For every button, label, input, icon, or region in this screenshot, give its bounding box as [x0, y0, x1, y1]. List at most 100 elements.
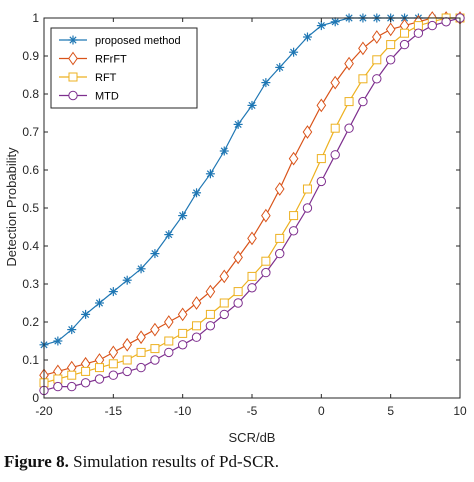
x-tick-label: 5	[387, 404, 394, 418]
x-tick-label: -20	[35, 404, 53, 418]
data-point	[233, 287, 243, 297]
legend-label: MTD	[95, 91, 119, 103]
data-point	[330, 150, 340, 160]
y-tick-label: 0.8	[22, 87, 39, 101]
data-point	[261, 78, 271, 88]
data-point	[191, 296, 202, 310]
data-point	[302, 125, 313, 139]
legend-item: MTD	[59, 91, 119, 103]
data-point	[164, 336, 174, 346]
y-tick-label: 0.9	[22, 49, 39, 63]
legend-item: RFrFT	[59, 51, 127, 66]
data-point	[205, 309, 215, 319]
data-point	[427, 20, 437, 31]
data-point	[136, 264, 146, 274]
legend-label: proposed method	[95, 35, 181, 47]
data-point	[122, 366, 132, 377]
x-tick-label: -10	[174, 404, 192, 418]
data-point	[372, 74, 382, 84]
data-point	[67, 325, 77, 335]
data-point	[233, 250, 243, 265]
data-point	[344, 56, 354, 71]
data-point	[94, 374, 105, 384]
data-point	[81, 309, 91, 319]
data-point	[261, 256, 271, 266]
y-tick-label: 0	[32, 391, 39, 405]
data-point	[316, 154, 326, 164]
legend-label: RFT	[95, 72, 117, 84]
data-point	[191, 332, 202, 342]
data-point	[372, 55, 382, 65]
legend-marker	[68, 35, 78, 45]
data-point	[371, 30, 382, 44]
data-point	[219, 309, 229, 320]
legend-item: RFT	[59, 72, 117, 84]
data-point	[67, 370, 77, 380]
data-point	[330, 123, 340, 133]
data-point	[302, 203, 313, 213]
y-tick-label: 0.3	[22, 277, 39, 291]
y-tick-label: 0.1	[22, 353, 39, 367]
y-tick-label: 0.7	[22, 125, 39, 139]
data-point	[178, 328, 188, 338]
figure-caption: Figure 8. Simulation results of Pd-SCR.	[4, 452, 474, 482]
data-point	[302, 184, 312, 194]
data-point	[233, 119, 243, 129]
data-point	[289, 47, 299, 57]
legend-item: proposed method	[59, 35, 181, 47]
data-point	[163, 315, 174, 329]
data-point	[330, 17, 340, 27]
y-tick-label: 0.6	[22, 163, 39, 177]
data-point	[205, 169, 215, 179]
data-point	[358, 41, 368, 56]
data-point	[261, 208, 271, 223]
caption-text: Simulation results of Pd-SCR.	[73, 452, 280, 471]
data-point	[136, 362, 146, 373]
data-point	[413, 28, 424, 38]
y-tick-label: 0.5	[22, 201, 39, 215]
data-point	[53, 381, 63, 392]
data-point	[192, 321, 202, 331]
data-point	[275, 233, 285, 243]
data-point	[288, 151, 299, 166]
y-tick-label: 1	[32, 11, 39, 25]
data-point	[413, 21, 423, 31]
data-point	[136, 330, 146, 345]
data-point	[386, 40, 396, 50]
data-point	[316, 176, 327, 187]
data-point	[385, 55, 396, 65]
caption-label: Figure 8.	[4, 452, 69, 471]
data-point	[358, 96, 368, 107]
data-point	[178, 211, 188, 221]
data-point	[205, 284, 216, 299]
data-point	[205, 321, 216, 331]
data-point	[219, 146, 229, 156]
axes-layer: -20 -15 -10 -5 0 5 10 0 0.1 0.2 0.3 0.4 0.5 0.6 0.7 0.8…	[22, 11, 467, 418]
data-point	[275, 248, 285, 259]
legend-label: RFrFT	[95, 54, 127, 66]
data-point	[288, 226, 299, 236]
y-axis-title: Detection Probability	[4, 147, 19, 267]
data-point	[67, 381, 77, 392]
data-point	[94, 298, 104, 308]
data-point	[192, 188, 202, 198]
data-point	[233, 298, 243, 308]
data-point	[108, 370, 119, 380]
data-point	[81, 366, 91, 376]
data-point	[247, 283, 257, 293]
y-tick-label: 0.4	[22, 239, 39, 253]
data-point	[150, 249, 160, 259]
data-point	[108, 287, 118, 297]
legend-marker	[68, 72, 78, 82]
data-point	[80, 378, 91, 388]
x-tick-label: 10	[453, 404, 467, 418]
y-tick-label: 0.2	[22, 315, 39, 329]
data-point	[136, 347, 146, 357]
data-point	[219, 269, 230, 284]
data-point	[164, 347, 174, 358]
data-point	[441, 17, 451, 27]
data-point	[122, 337, 133, 352]
data-point	[274, 182, 285, 196]
data-point	[108, 345, 119, 360]
